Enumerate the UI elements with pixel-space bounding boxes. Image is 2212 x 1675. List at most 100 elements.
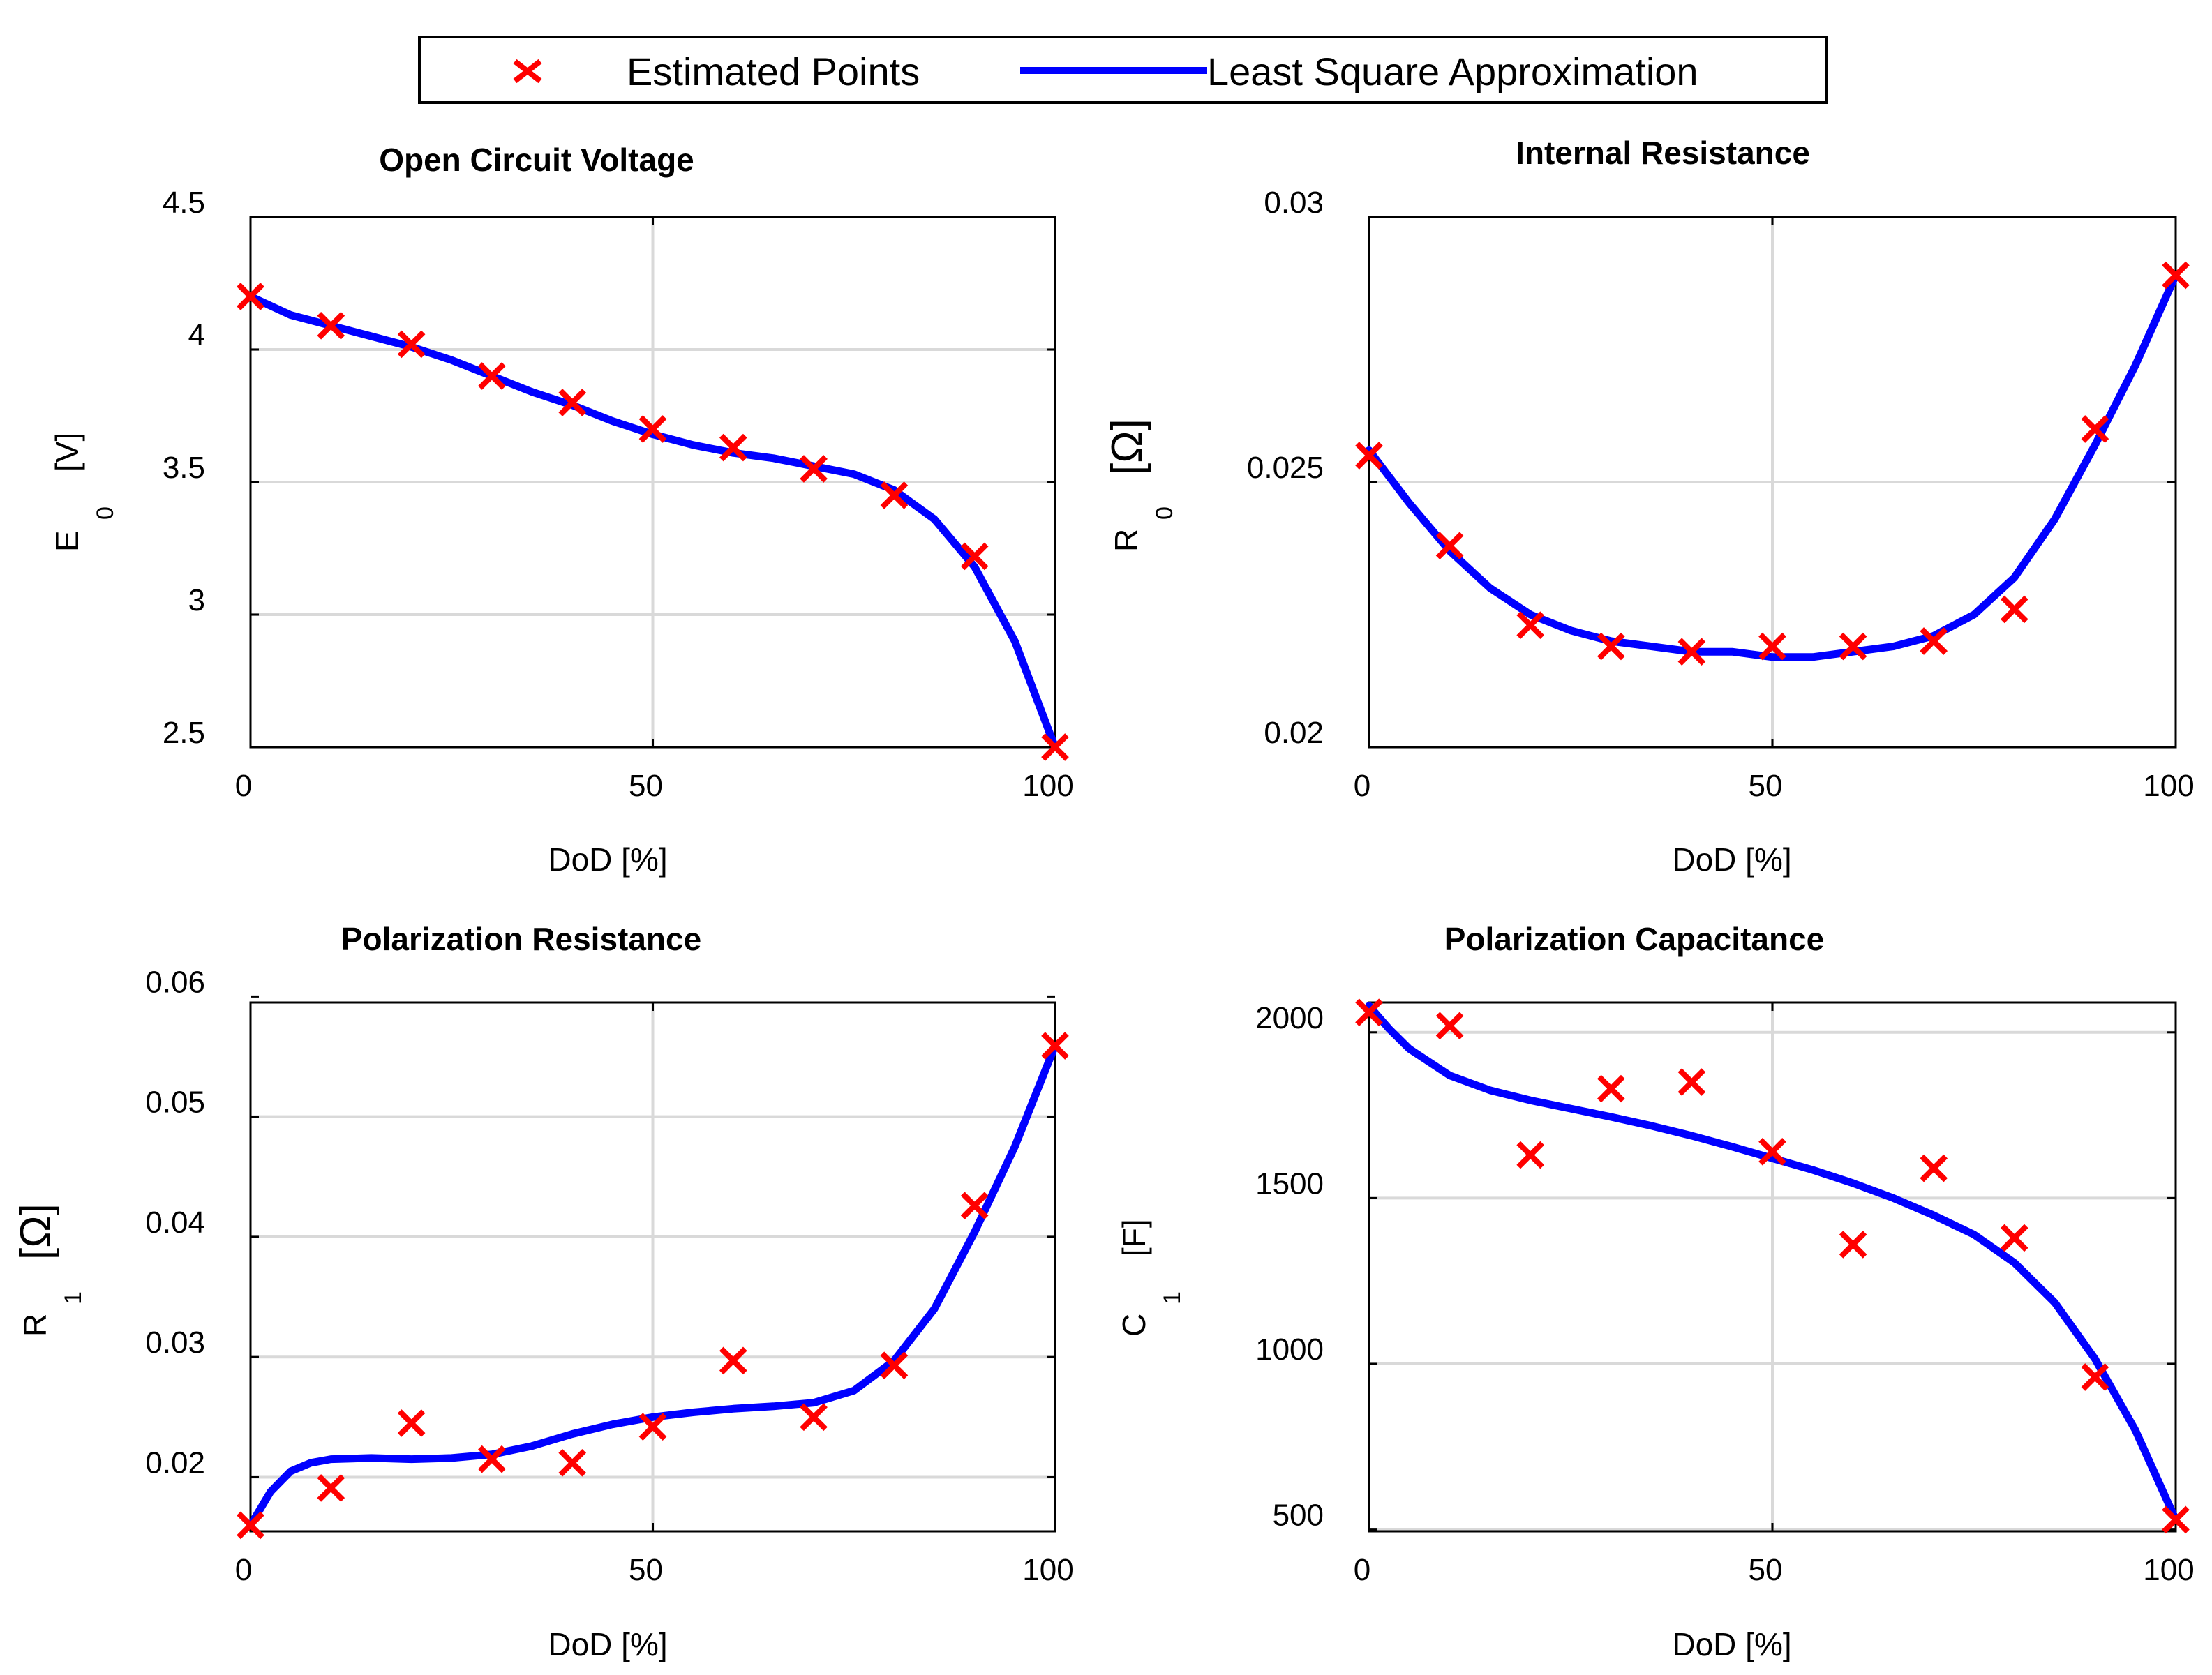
x-axis-label: DoD [%] [1672, 1626, 1791, 1662]
x-axis-label: DoD [%] [548, 841, 667, 878]
marker-stroke [478, 1445, 506, 1473]
y-tick-label: 0.04 [145, 1205, 205, 1240]
y-tick-label: 3.5 [163, 451, 205, 485]
marker-stroke [317, 1474, 345, 1502]
grid-lines [1369, 217, 2176, 747]
data-point-marker [1516, 611, 1545, 640]
data-point-marker [478, 1445, 506, 1473]
marker-stroke [1839, 632, 1867, 661]
data-point-marker [558, 389, 587, 416]
data-point-marker [558, 1448, 587, 1477]
legend: Estimated Points Least Square Approximat… [418, 36, 1828, 104]
data-point-marker [719, 433, 747, 462]
y-tick-label: 500 [1273, 1499, 1324, 1533]
marker-stroke [1355, 442, 1383, 470]
marker-stroke [1677, 1068, 1706, 1096]
y-tick-label: 4 [188, 318, 205, 352]
fit-line [1365, 271, 2180, 661]
data-point-marker [1355, 998, 1383, 1027]
marker-stroke [2162, 261, 2190, 290]
marker-stroke [1597, 1074, 1625, 1103]
data-point-marker [1758, 1138, 1786, 1166]
marker-stroke [638, 1413, 667, 1441]
marker-stroke [960, 542, 989, 571]
marker-stroke [2081, 415, 2109, 443]
marker-stroke [1758, 1138, 1786, 1166]
y-axis-label-subscript: 0 [92, 506, 119, 520]
data-point-marker [880, 481, 909, 509]
marker-stroke [1839, 1231, 1867, 1259]
panel-title: Internal Resistance [1516, 135, 1810, 171]
y-tick-labels: 500 1000 1500 2000 [1255, 1001, 1324, 1533]
marker-stroke [880, 481, 909, 509]
y-axis-label-subscript: 0 [1151, 506, 1178, 520]
data-point-marker [2081, 415, 2109, 443]
y-axis-label: C 1 [F] [1116, 1219, 1186, 1337]
x-tick-label: 100 [2143, 769, 2194, 803]
data-point-marker [237, 1511, 264, 1540]
y-tick-label: 1500 [1255, 1166, 1324, 1201]
marker-stroke [1516, 611, 1545, 640]
plot-series [237, 1032, 1069, 1540]
data-point-marker [397, 1409, 426, 1437]
y-axis-label-main: C [1116, 1314, 1152, 1337]
fit-line [1365, 1002, 2180, 1524]
x-tick-label: 50 [629, 1553, 663, 1587]
marker-stroke [2000, 1224, 2028, 1252]
marker-stroke [397, 330, 426, 359]
x-tick-labels: 0 50 100 [1354, 769, 2195, 803]
marker-stroke [237, 283, 264, 310]
x-tick-label: 50 [1749, 1553, 1783, 1587]
marker-stroke [800, 1403, 828, 1432]
y-axis-label-subscript: 1 [1159, 1291, 1186, 1305]
y-tick-label: 0.06 [145, 965, 205, 999]
y-tick-label: 4.5 [163, 186, 205, 220]
data-point-marker [1597, 632, 1625, 661]
grid-lines [251, 217, 1055, 747]
data-point-marker [1435, 1012, 1464, 1040]
legend-fit-label: Least Square Approximation [1207, 50, 1698, 93]
data-point-marker [800, 455, 828, 483]
marker-stroke [1920, 1154, 1948, 1182]
data-point-marker [478, 362, 506, 390]
y-tick-label: 0.05 [145, 1086, 205, 1120]
data-point-marker [317, 311, 345, 340]
data-point-marker [1758, 632, 1786, 661]
y-tick-labels: 0.02 0.03 0.04 0.05 0.06 [145, 965, 205, 1480]
grid-lines [251, 1002, 1055, 1531]
panel-title: Polarization Capacitance [1444, 921, 1825, 957]
x-tick-label: 50 [1749, 769, 1783, 803]
x-tick-label: 0 [1354, 1553, 1370, 1587]
data-point-marker [1677, 638, 1706, 666]
y-axis-label-unit: [F] [1116, 1219, 1152, 1256]
y-axis-label-unit: [V] [49, 433, 85, 472]
data-point-marker [1920, 1154, 1948, 1182]
data-point-marker [1839, 1231, 1867, 1259]
x-tick-label: 0 [1354, 769, 1370, 803]
y-axis-label-main: R [17, 1314, 53, 1337]
y-tick-label: 0.02 [1264, 716, 1324, 750]
y-axis-label-unit: [Ω] [12, 1203, 60, 1260]
marker-stroke [1435, 1012, 1464, 1040]
data-point-marker [638, 1413, 667, 1441]
data-point-marker [800, 1403, 828, 1432]
data-point-marker [880, 1351, 909, 1380]
legend-marker-stroke-b [513, 59, 542, 84]
y-tick-label: 0.03 [145, 1325, 205, 1360]
y-axis-label-main: R [1108, 529, 1144, 552]
marker-stroke [1516, 1141, 1545, 1169]
data-point-marker [638, 415, 667, 443]
grid-lines [1369, 1002, 2176, 1531]
data-point-marker [2162, 1505, 2190, 1534]
marker-stroke [317, 311, 345, 340]
legend-marker-icon [513, 59, 542, 84]
y-axis-label: R 1 [Ω] [12, 1203, 87, 1337]
y-axis-label: R 0 [Ω] [1103, 419, 1178, 552]
x-axis-label: DoD [%] [548, 1626, 667, 1662]
panel-title: Open Circuit Voltage [379, 142, 694, 178]
data-point-marker [1597, 1074, 1625, 1103]
marker-stroke [1435, 532, 1464, 560]
marker-stroke [478, 362, 506, 390]
marker-stroke [2000, 595, 2028, 624]
